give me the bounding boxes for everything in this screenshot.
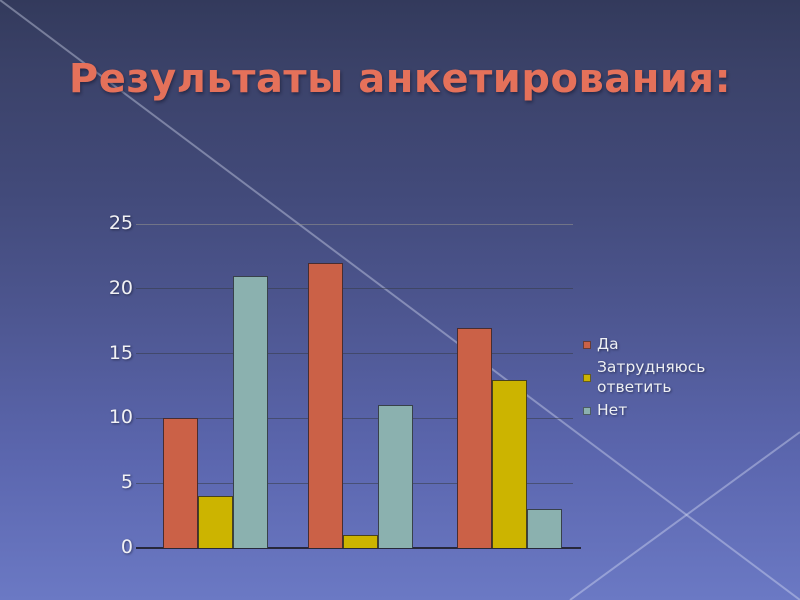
bar-series1-group1 (163, 418, 198, 548)
legend-label-2: Затрудняюсь ответить (597, 358, 706, 396)
bar-series3-group1 (233, 276, 268, 548)
legend-item-1: Да (583, 335, 705, 354)
bar-series2-group2 (343, 535, 378, 548)
y-axis-label-20: 20 (108, 276, 133, 299)
gridline-15 (136, 353, 573, 355)
y-axis-label-5: 5 (120, 471, 133, 494)
bar-series1-group2 (308, 263, 343, 548)
y-axis-label-15: 15 (108, 341, 133, 364)
legend-swatch-3 (583, 406, 591, 415)
slide-title: Результаты анкетирования: (68, 56, 732, 102)
bar-series3-group3 (527, 509, 562, 548)
legend-swatch-1 (583, 340, 591, 349)
bar-series2-group3 (492, 380, 527, 548)
legend-item-2: Затрудняюсь ответить (583, 358, 705, 397)
y-axis-label-25: 25 (108, 212, 133, 234)
legend-label-3: Нет (597, 401, 628, 420)
y-axis-label-10: 10 (108, 406, 133, 429)
gridline-25 (136, 223, 573, 225)
y-axis-label-0: 0 (120, 536, 133, 558)
bar-series3-group2 (378, 405, 413, 548)
legend-item-3: Нет (583, 401, 705, 420)
gridline-10 (136, 417, 573, 419)
legend-label-1: Да (597, 335, 619, 353)
legend-swatch-2 (583, 373, 591, 382)
gridline-20 (136, 288, 573, 290)
x-axis-line (136, 547, 581, 549)
bar-series1-group3 (457, 328, 492, 548)
bar-series2-group1 (198, 496, 233, 548)
chart-plot-area (136, 223, 581, 549)
gridline-5 (136, 482, 573, 484)
chart-legend: Да Затрудняюсь ответить Нет (583, 335, 705, 421)
